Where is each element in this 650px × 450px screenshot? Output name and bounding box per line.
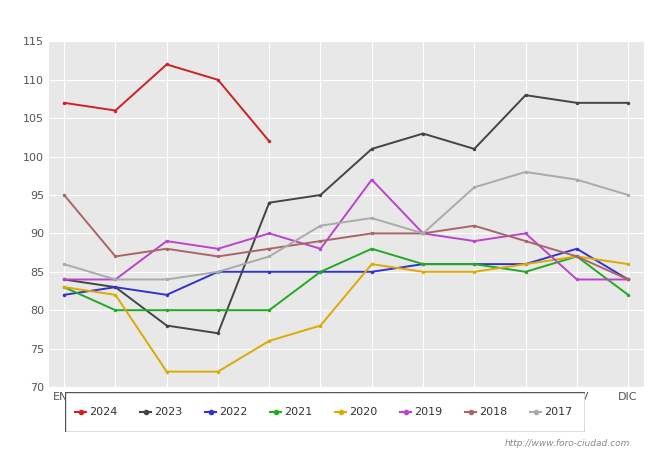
Text: 2024: 2024 [89, 407, 118, 417]
FancyBboxPatch shape [65, 392, 585, 432]
Text: 2020: 2020 [349, 407, 377, 417]
Text: http://www.foro-ciudad.com: http://www.foro-ciudad.com [505, 439, 630, 448]
Text: Afiliados en La Horcajada a 31/5/2024: Afiliados en La Horcajada a 31/5/2024 [153, 9, 497, 27]
Text: 2018: 2018 [479, 407, 507, 417]
Text: 2017: 2017 [544, 407, 572, 417]
Text: 2023: 2023 [154, 407, 182, 417]
Text: 2019: 2019 [414, 407, 442, 417]
Text: 2022: 2022 [219, 407, 248, 417]
Text: 2021: 2021 [284, 407, 312, 417]
